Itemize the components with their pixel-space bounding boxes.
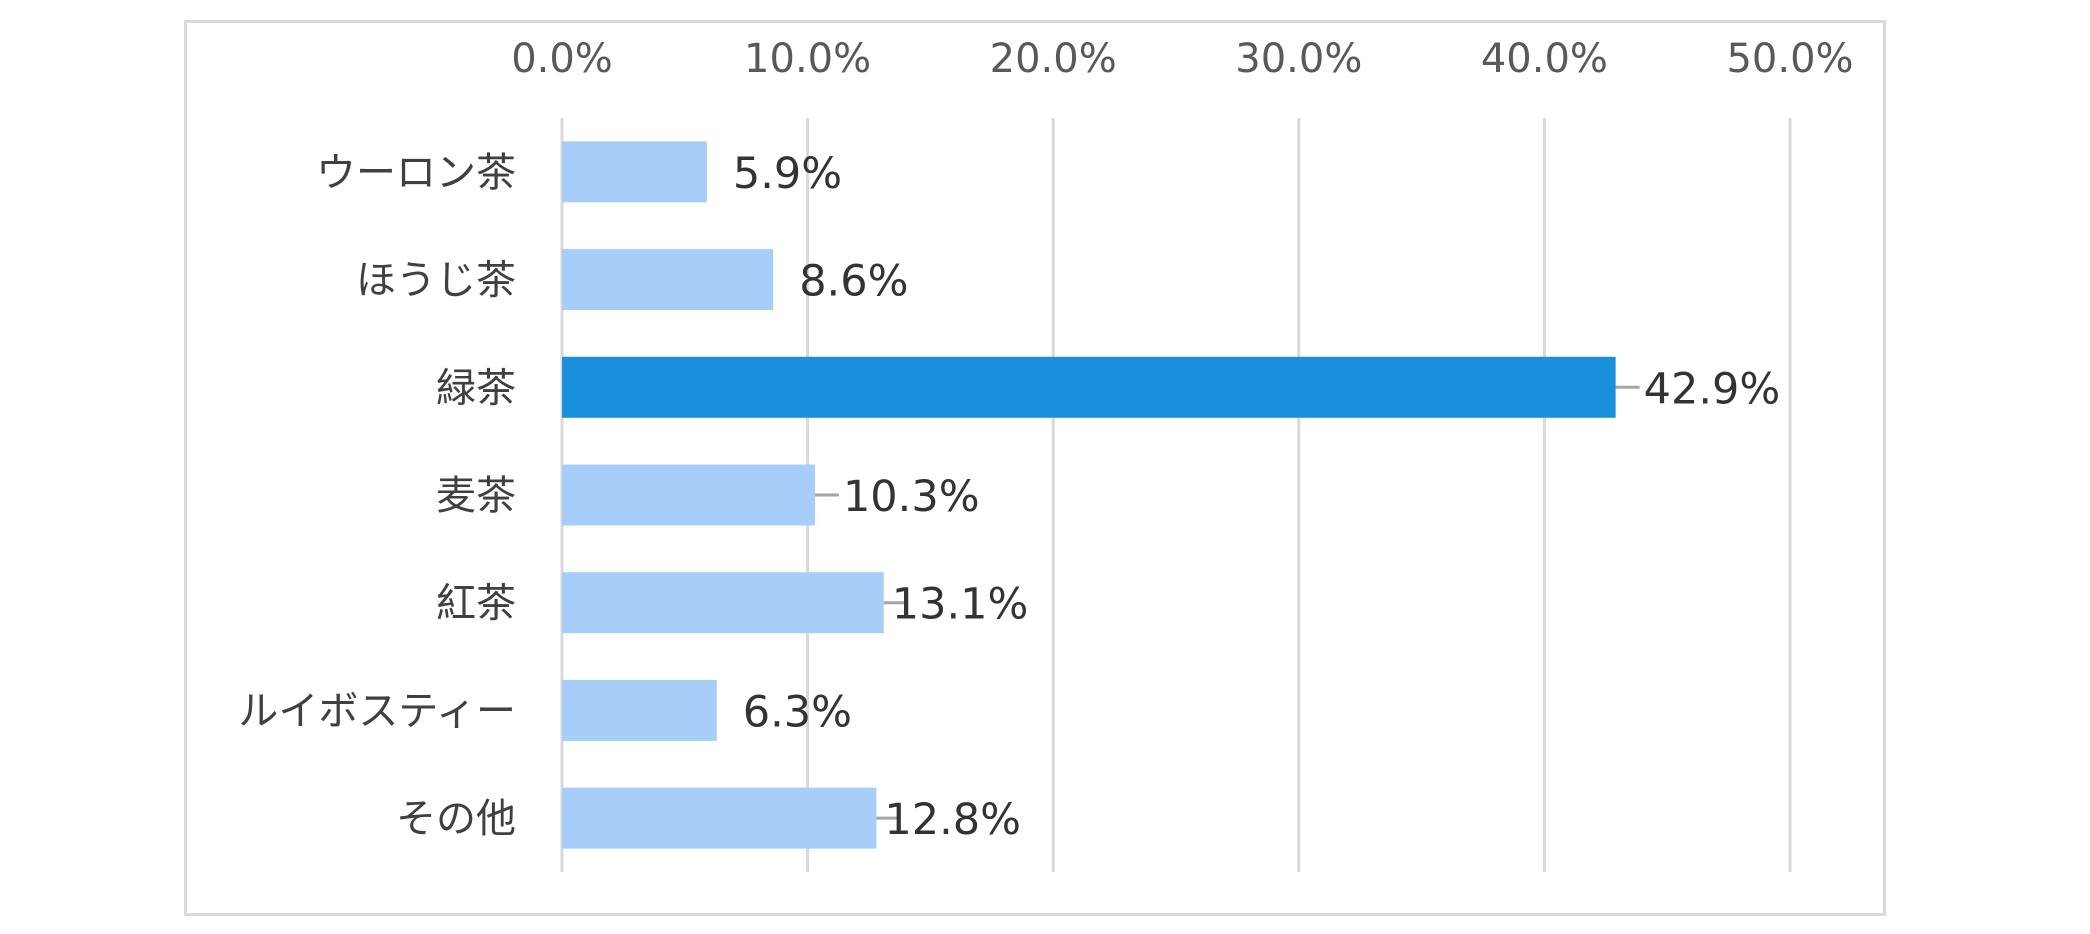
data-label: 6.3% [743, 687, 852, 737]
data-label: 8.6% [799, 257, 908, 307]
data-label: 13.1% [892, 580, 1029, 630]
chart-frame [184, 20, 1886, 916]
data-label: 10.3% [843, 472, 980, 522]
x-tick-label: 10.0% [744, 36, 871, 82]
bar [562, 679, 717, 741]
x-tick-label: 20.0% [990, 36, 1117, 82]
bar [562, 249, 774, 311]
data-label: 12.8% [884, 795, 1021, 845]
x-tick-label: 0.0% [511, 36, 613, 82]
category-label: ウーロン茶 [316, 150, 516, 196]
bar [562, 572, 884, 634]
data-label: 42.9% [1644, 364, 1781, 414]
category-label: 紅茶 [436, 581, 516, 627]
bar [562, 141, 707, 203]
category-label: 緑茶 [436, 365, 516, 411]
category-label: 麦茶 [436, 473, 516, 519]
x-tick-label: 30.0% [1235, 36, 1362, 82]
x-tick-label: 40.0% [1481, 36, 1608, 82]
bar [562, 464, 815, 526]
bar [562, 356, 1616, 418]
data-label: 5.9% [733, 149, 842, 199]
x-tick-label: 50.0% [1726, 36, 1853, 82]
category-label: ルイボスティー [238, 688, 516, 734]
category-label: その他 [396, 796, 516, 842]
category-label: ほうじ茶 [356, 258, 516, 304]
bar [562, 787, 877, 849]
